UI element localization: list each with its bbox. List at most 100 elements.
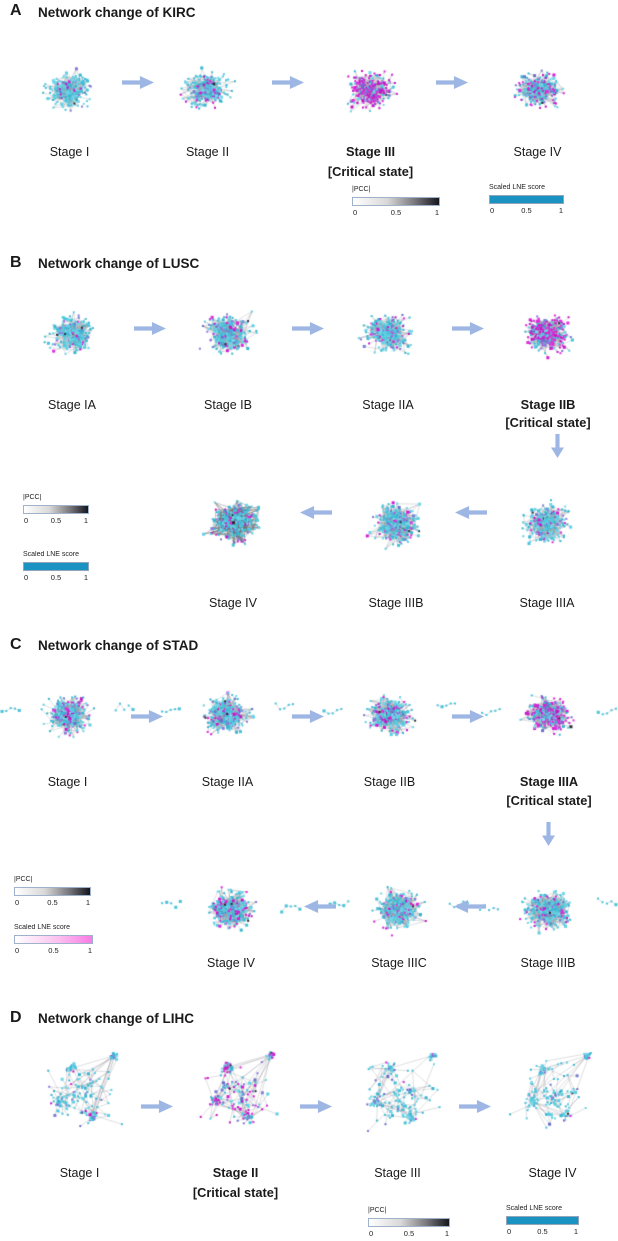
network-lusc-stage-iib-critical xyxy=(478,272,618,396)
tick-1: 1 xyxy=(558,206,563,215)
network-stad-stage-i xyxy=(0,655,135,775)
network-lusc-stage-iv xyxy=(158,458,308,588)
stage-label-lihc-iv: Stage IV xyxy=(528,1166,577,1180)
stage-label-stad-iia: Stage IIA xyxy=(201,775,254,789)
legend-ticks: 0 0.5 1 xyxy=(23,573,89,582)
network-stad-stage-iv xyxy=(160,848,302,972)
panel-letter-a: A xyxy=(10,2,22,19)
network-lusc-stage-iiia xyxy=(476,458,618,588)
critical-state-label-kirc: [Critical state] xyxy=(327,164,414,179)
tick-1: 1 xyxy=(444,1229,449,1238)
tick-0: 0 xyxy=(15,946,20,955)
network-stad-stage-iiia-critical xyxy=(480,655,618,775)
flow-arrow-down-icon xyxy=(542,822,555,846)
flow-arrow-down-icon xyxy=(551,434,564,458)
legend-ticks: 0 0.5 1 xyxy=(14,946,93,955)
tick-1: 1 xyxy=(573,1227,578,1236)
tick-1: 1 xyxy=(83,573,88,582)
tick-0: 0 xyxy=(24,516,29,525)
network-stad-stage-iib xyxy=(322,655,457,775)
lne-score-bar xyxy=(506,1216,579,1225)
pcc-label: |PCC| xyxy=(23,494,42,501)
pcc-gradient-bar xyxy=(352,197,440,206)
lne-score-bar xyxy=(23,562,89,571)
tick-05: 0.5 xyxy=(47,898,58,907)
tick-05: 0.5 xyxy=(537,1227,548,1236)
network-kirc-stage-ii xyxy=(140,32,275,150)
panel-letter-d: D xyxy=(10,1009,22,1026)
stage-label-stad-iib: Stage IIB xyxy=(363,775,416,789)
stage-label-lusc-iia: Stage IIA xyxy=(362,398,414,412)
tick-1: 1 xyxy=(85,898,90,907)
legend-ticks: 0 0.5 1 xyxy=(352,208,440,217)
network-stad-stage-iia xyxy=(160,655,295,775)
network-kirc-stage-iii-critical xyxy=(303,32,438,150)
legend-ticks: 0 0.5 1 xyxy=(14,898,91,907)
lne-label: Scaled LNE score xyxy=(506,1205,563,1212)
stage-label-kirc-iii: Stage III xyxy=(345,144,396,159)
pcc-gradient-bar xyxy=(368,1218,450,1227)
tick-0: 0 xyxy=(24,573,29,582)
legend-pcc-a: |PCC| 0 0.5 1 xyxy=(352,186,440,217)
tick-1: 1 xyxy=(87,946,92,955)
stage-label-stad-iiic: Stage IIIC xyxy=(371,956,427,970)
panel-letter-b: B xyxy=(10,254,22,271)
stage-label-lihc-iii: Stage III xyxy=(374,1166,421,1180)
legend-lne-a: Scaled LNE score 0 0.5 1 xyxy=(489,184,564,215)
pcc-label: |PCC| xyxy=(14,876,33,883)
stage-label-lusc-iiia: Stage IIIA xyxy=(519,596,575,610)
panel-title-stad: Network change of STAD xyxy=(38,638,199,653)
tick-0: 0 xyxy=(353,208,358,217)
network-lihc-stage-iii xyxy=(330,1038,465,1164)
lne-label: Scaled LNE score xyxy=(14,924,71,931)
tick-05: 0.5 xyxy=(50,516,62,525)
flow-arrow-right-icon xyxy=(292,710,324,723)
critical-state-label-lihc: [Critical state] xyxy=(192,1185,279,1200)
legend-pcc-d: |PCC| 0 0.5 1 xyxy=(368,1207,450,1238)
stage-label-lusc-ib: Stage IB xyxy=(204,398,252,412)
stage-label-lihc-i: Stage I xyxy=(59,1166,100,1180)
network-lihc-stage-ii-critical xyxy=(168,1038,303,1164)
network-lusc-stage-ia xyxy=(2,272,142,396)
tick-05: 0.5 xyxy=(521,206,532,215)
panel-title-lihc: Network change of LIHC xyxy=(38,1011,195,1026)
stage-label-kirc-iv: Stage IV xyxy=(513,145,562,159)
network-lusc-stage-iiib xyxy=(325,458,467,588)
legend-lne-d: Scaled LNE score 0 0.5 1 xyxy=(506,1205,579,1236)
tick-05: 0.5 xyxy=(48,946,59,955)
pcc-label: |PCC| xyxy=(352,186,371,193)
flow-arrow-right-icon xyxy=(300,1100,332,1113)
stage-label-lihc-ii: Stage II xyxy=(212,1165,259,1180)
lne-score-bar xyxy=(14,935,93,944)
stage-label-kirc-ii: Stage II xyxy=(185,145,230,159)
stage-label-lusc-iiib: Stage IIIB xyxy=(368,596,424,610)
network-stad-stage-iiic xyxy=(328,848,470,972)
panel-title-kirc: Network change of KIRC xyxy=(38,5,196,20)
stage-label-stad-iiib: Stage IIIB xyxy=(520,956,576,970)
stage-label-stad-i: Stage I xyxy=(47,775,88,789)
panel-letter-c: C xyxy=(10,636,22,653)
stage-label-lusc-ia: Stage IA xyxy=(48,398,96,412)
tick-0: 0 xyxy=(15,898,20,907)
pcc-gradient-bar xyxy=(23,505,89,514)
stage-label-stad-iv: Stage IV xyxy=(207,956,255,970)
pcc-gradient-bar xyxy=(14,887,91,896)
flow-arrow-right-icon xyxy=(436,76,468,89)
tick-1: 1 xyxy=(83,516,88,525)
tick-0: 0 xyxy=(369,1229,374,1238)
panel-title-lusc: Network change of LUSC xyxy=(38,256,200,271)
legend-lne-c: Scaled LNE score 0 0.5 1 xyxy=(14,924,93,955)
network-lusc-stage-iia xyxy=(318,272,458,396)
pcc-label: |PCC| xyxy=(368,1207,387,1214)
tick-1: 1 xyxy=(434,208,439,217)
legend-ticks: 0 0.5 1 xyxy=(23,516,89,525)
legend-pcc-b: |PCC| 0 0.5 1 xyxy=(23,494,89,525)
lne-label: Scaled LNE score xyxy=(23,551,80,558)
critical-state-label-stad: [Critical state] xyxy=(506,793,592,808)
flow-arrow-right-icon xyxy=(131,710,163,723)
network-kirc-stage-iv xyxy=(468,32,608,150)
critical-state-label-lusc: [Critical state] xyxy=(505,415,591,430)
legend-ticks: 0 0.5 1 xyxy=(489,206,564,215)
lne-score-bar xyxy=(489,195,564,204)
